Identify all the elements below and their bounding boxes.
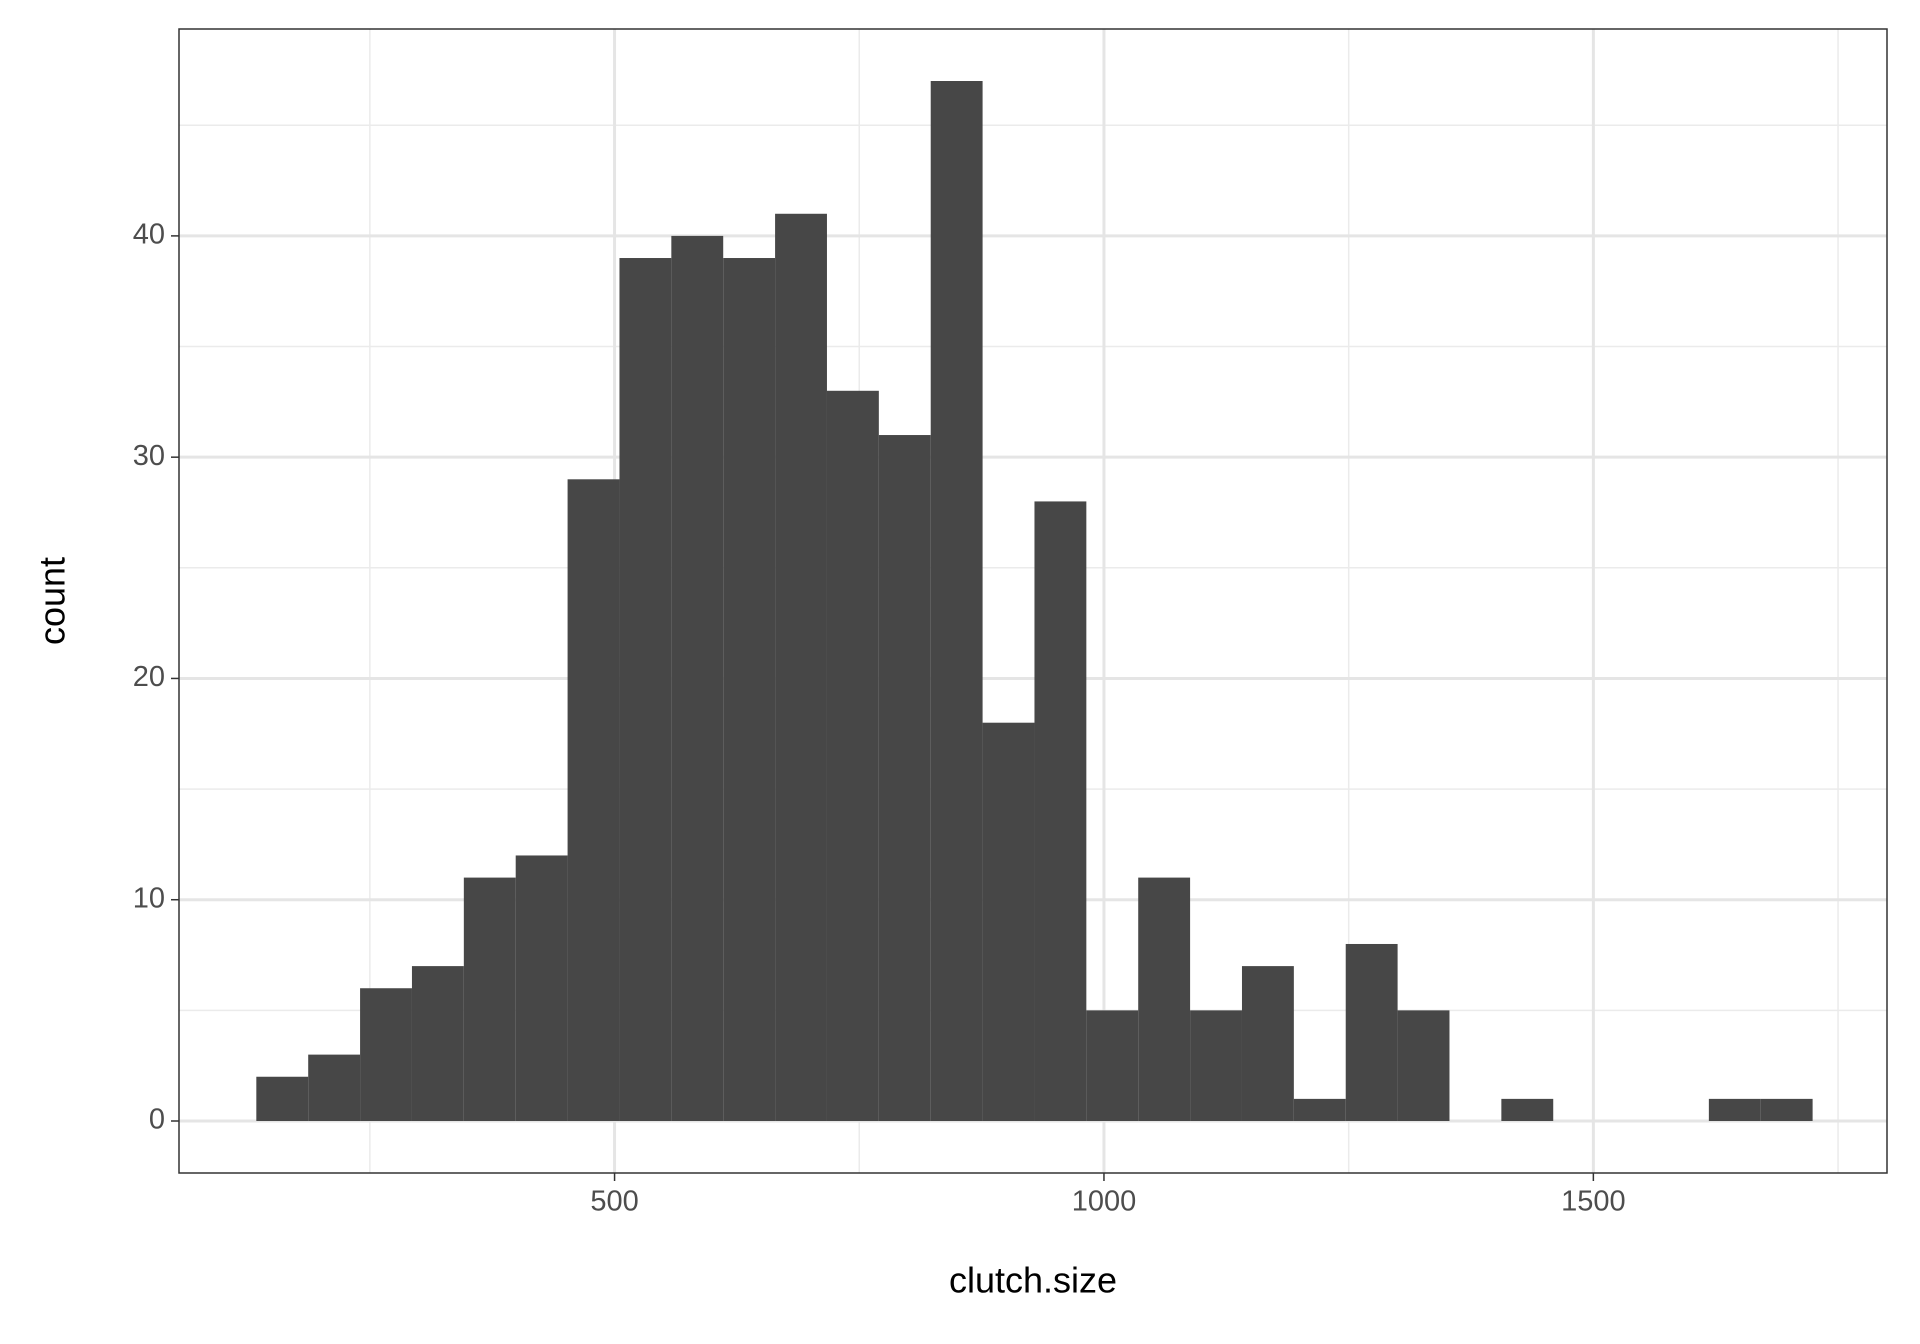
- bar: [567, 479, 620, 1122]
- bar: [619, 258, 672, 1122]
- bar: [1760, 1098, 1813, 1121]
- bar: [515, 855, 568, 1121]
- bar: [1034, 501, 1087, 1121]
- y-tick-label: 10: [133, 882, 165, 914]
- y-tick-label: 0: [149, 1104, 165, 1136]
- bar: [411, 966, 464, 1121]
- panel-border: [178, 28, 1888, 1174]
- bar: [308, 1054, 361, 1121]
- bar: [1138, 877, 1191, 1121]
- axes: 500 1000 1500 0 10 20 30 40: [133, 219, 1626, 1218]
- bar: [1708, 1098, 1761, 1121]
- x-tick-label: 1000: [1072, 1186, 1137, 1218]
- bar: [826, 390, 879, 1121]
- bars: [256, 81, 1813, 1122]
- bar: [1241, 966, 1294, 1121]
- bar: [463, 877, 516, 1121]
- bar: [930, 81, 983, 1121]
- bar: [1345, 943, 1398, 1121]
- bar: [1397, 1010, 1450, 1121]
- bar: [1086, 1010, 1139, 1121]
- y-tick-label: 30: [133, 440, 165, 472]
- y-tick-label: 20: [133, 661, 165, 693]
- x-axis-title: clutch.size: [949, 1260, 1117, 1301]
- x-tick-label: 500: [590, 1186, 638, 1218]
- bar: [775, 213, 827, 1121]
- bar: [982, 722, 1035, 1121]
- bar: [1501, 1098, 1554, 1121]
- bar: [878, 435, 931, 1121]
- y-tick-label: 40: [133, 219, 165, 251]
- bar: [723, 258, 776, 1122]
- bar: [671, 235, 724, 1121]
- x-tick-label: 1500: [1561, 1186, 1626, 1218]
- bar: [1190, 1010, 1242, 1121]
- y-axis-title: count: [32, 557, 73, 645]
- bar: [256, 1076, 309, 1121]
- bar: [360, 988, 412, 1121]
- bar: [1293, 1098, 1346, 1121]
